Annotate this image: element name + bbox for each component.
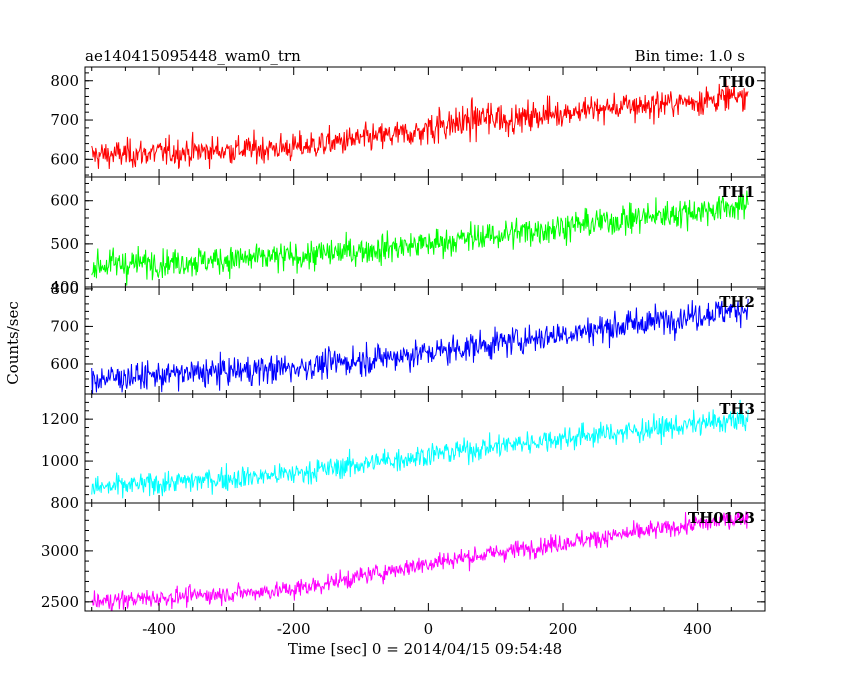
y-tick-label: 600 (50, 355, 79, 373)
y-tick-label: 600 (50, 150, 79, 168)
panel-frame (84, 393, 766, 504)
panel-th0123: 2500 3000 TH0123 (41, 502, 766, 612)
chart-title: ae140415095448_wam0_trn (85, 47, 301, 65)
y-axis-label: Counts/sec (4, 301, 22, 385)
y-tick-label: 600 (50, 192, 79, 210)
y-tick-label: 800 (50, 72, 79, 90)
panel-label-th1: TH1 (719, 183, 755, 201)
series-line-th2 (91, 298, 749, 394)
x-axis: -400 -200 0 200 400 (142, 620, 712, 638)
series-line-th0 (91, 78, 749, 169)
panel-th1: 400 500 600 TH1 (50, 176, 766, 296)
x-tick-label: 0 (424, 620, 434, 638)
panel-th0: 600 700 800 TH0 (50, 66, 766, 178)
y-tick-label: 400 (50, 278, 79, 296)
series-line-th0123 (91, 511, 749, 611)
y-tick-label: 800 (50, 494, 79, 512)
x-tick-label: -400 (142, 620, 176, 638)
x-axis-label: Time [sec] 0 = 2014/04/15 09:54:48 (288, 640, 562, 658)
x-tick-label: 200 (549, 620, 578, 638)
panel-frame (84, 66, 766, 178)
series-line-th1 (91, 186, 749, 286)
y-tick-label: 800 (50, 280, 79, 298)
panel-th3: 800 1000 1200 TH3 (41, 393, 766, 512)
x-tick-label: 400 (683, 620, 712, 638)
y-tick-label: 700 (50, 317, 79, 335)
y-tick-label: 700 (50, 111, 79, 129)
panel-frame (84, 176, 766, 288)
panel-label-th3: TH3 (719, 400, 755, 418)
panel-label-th0: TH0 (719, 73, 755, 91)
panel-label-th0123: TH0123 (688, 509, 755, 527)
series-line-th3 (91, 399, 749, 499)
y-tick-label: 1000 (41, 452, 79, 470)
y-tick-label: 3000 (41, 542, 79, 560)
y-tick-label: 1200 (41, 410, 79, 428)
x-tick-label: -200 (277, 620, 311, 638)
panel-frame (84, 502, 766, 612)
y-tick-label: 500 (50, 235, 79, 253)
panel-th2: 600 700 800 TH2 (50, 280, 766, 395)
panel-label-th2: TH2 (719, 293, 755, 311)
y-tick-label: 2500 (41, 593, 79, 611)
bin-time-label: Bin time: 1.0 s (635, 47, 745, 65)
panel-frame (84, 286, 766, 395)
panels-group: 600 700 800 TH0 400 500 600 TH1 600 700 800 TH2 800 1… (41, 66, 766, 612)
